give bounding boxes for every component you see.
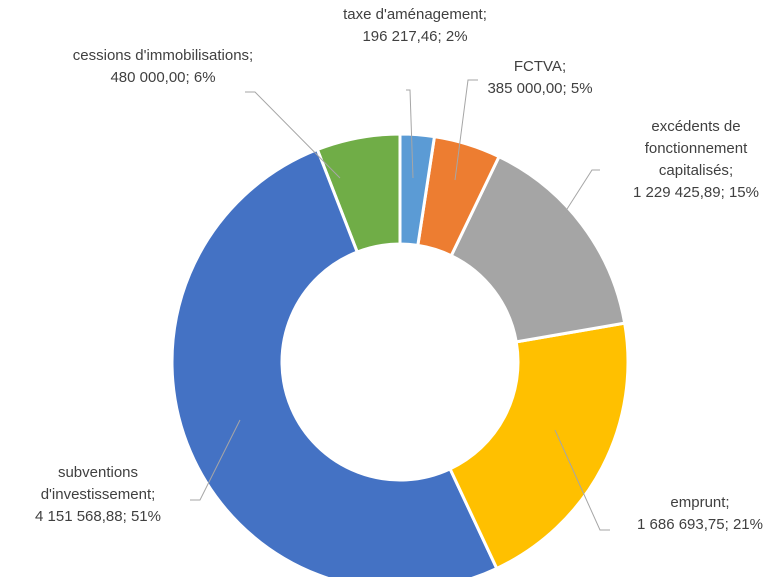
percentage-label: 15% — [728, 184, 759, 201]
percentage-label: 6% — [193, 69, 216, 86]
value-label: 4 151 568,88 — [35, 508, 123, 525]
category-label: excédents de fonctionnement capitalisés — [644, 118, 748, 179]
separator: ; — [151, 486, 156, 503]
data-label: subventions d'investissement; 4 151 568,8… — [3, 462, 193, 528]
value-label: 196 217,46 — [362, 28, 438, 45]
value-label: 1 686 693,75 — [637, 516, 725, 533]
value-label: 480 000,00 — [110, 69, 186, 86]
separator: ; — [720, 184, 725, 201]
separator: ; — [724, 516, 729, 533]
leader-lines — [190, 79, 610, 531]
donut-slice — [170, 147, 499, 577]
separator: ; — [249, 47, 254, 64]
separator: ; — [728, 162, 734, 179]
percentage-label: 5% — [570, 80, 593, 97]
leader-line — [454, 79, 478, 181]
category-label: cessions d'immobilisations — [72, 47, 250, 64]
separator: ; — [561, 58, 567, 75]
percentage-label: 21% — [732, 516, 763, 533]
data-label: excédents de fonctionnement capitalisés;… — [611, 116, 781, 204]
separator: ; — [482, 6, 487, 23]
leader-line — [554, 429, 610, 531]
separator: ; — [437, 28, 442, 45]
percentage-label: 2% — [445, 28, 468, 45]
separator: ; — [122, 508, 127, 525]
leader-line — [190, 419, 241, 501]
leader-line — [245, 91, 341, 179]
data-label: taxe d'aménagement; 196 217,46; 2% — [330, 4, 500, 48]
category-label: taxe d'aménagement — [343, 6, 483, 23]
category-label: subventions d'investissement — [40, 464, 152, 503]
data-label: cessions d'immobilisations; 480 000,00; 6… — [68, 45, 258, 89]
category-label: FCTVA — [513, 58, 562, 75]
value-label: 1 229 425,89 — [633, 184, 721, 201]
data-label: FCTVA; 385 000,00; 5% — [465, 56, 615, 100]
separator: ; — [725, 494, 730, 511]
separator: ; — [562, 80, 567, 97]
data-label: emprunt; 1 686 693,75; 21% — [620, 492, 780, 536]
value-label: 385 000,00 — [487, 80, 563, 97]
donut-slice — [416, 134, 502, 258]
leader-line — [559, 169, 600, 221]
category-label: emprunt — [670, 494, 726, 511]
separator: ; — [185, 69, 190, 86]
leader-line — [406, 89, 414, 179]
donut-slice — [448, 321, 630, 571]
donut-slice — [449, 154, 627, 344]
percentage-label: 51% — [130, 508, 161, 525]
